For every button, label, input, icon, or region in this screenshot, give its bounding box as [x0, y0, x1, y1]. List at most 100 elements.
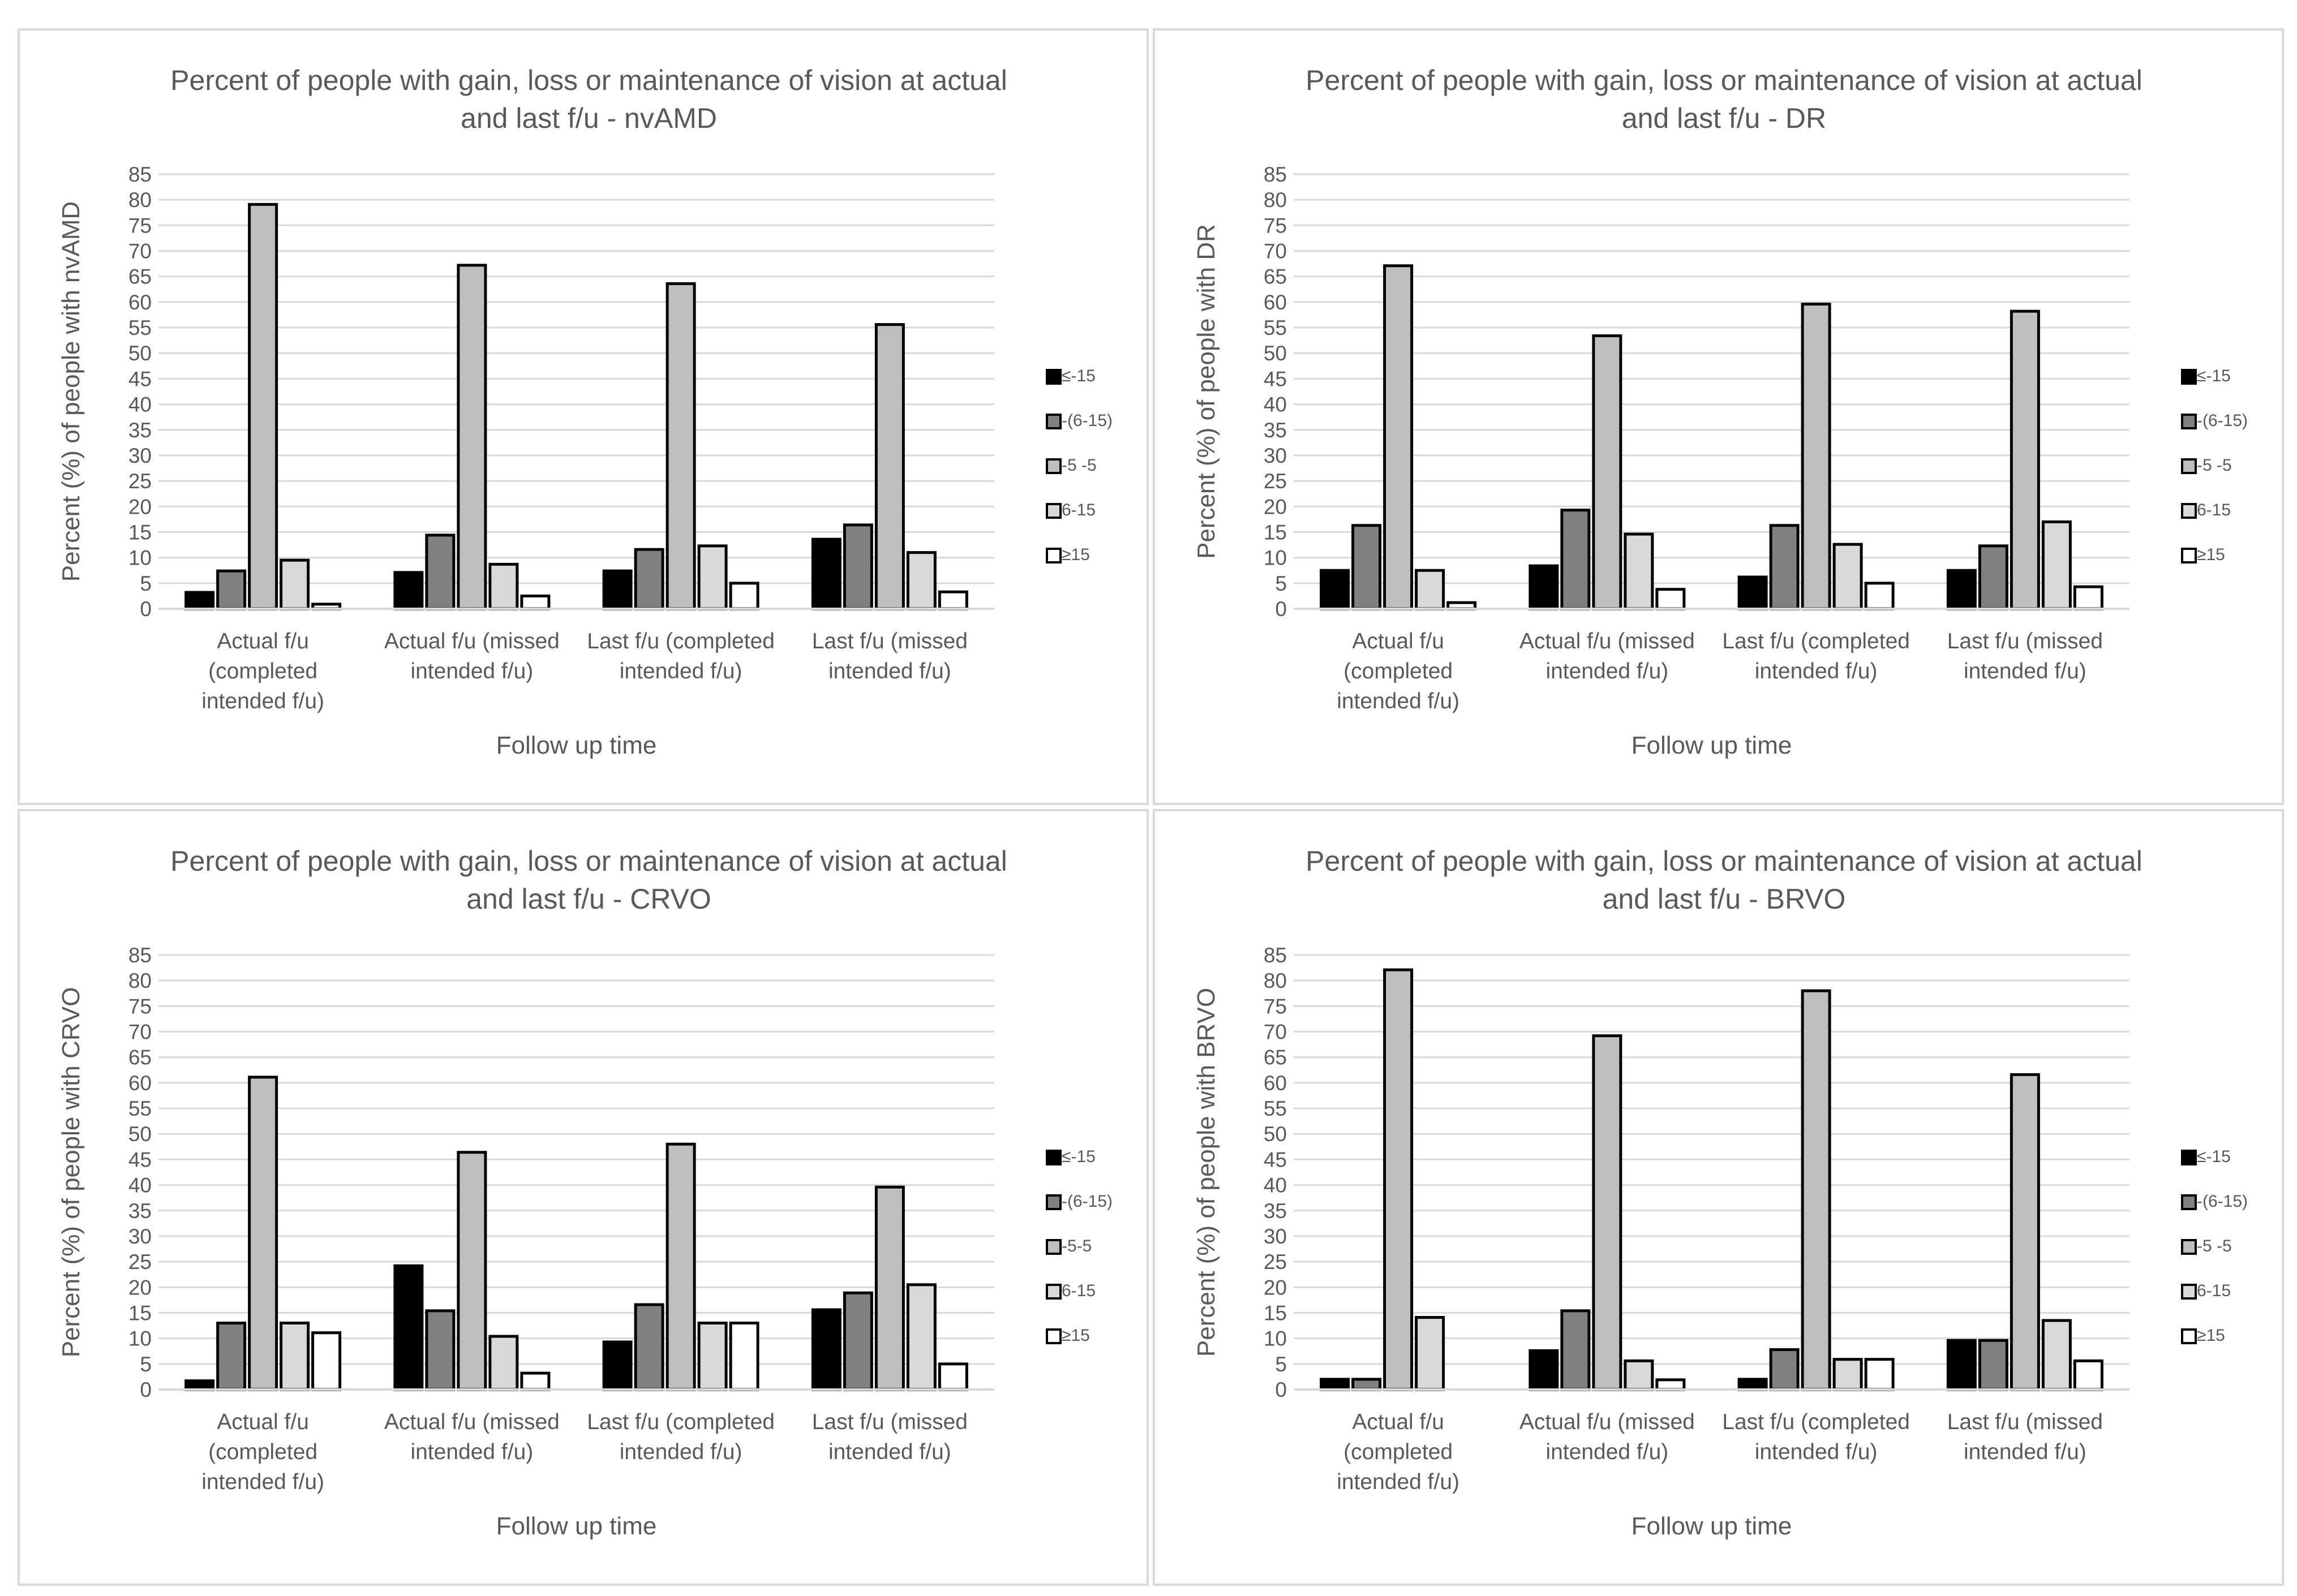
bar[interactable]: [938, 590, 968, 610]
bar[interactable]: [1415, 569, 1445, 610]
y-tick-label: 40: [128, 393, 152, 416]
bar[interactable]: [248, 1076, 278, 1391]
bar[interactable]: [248, 203, 278, 610]
bar[interactable]: [280, 558, 310, 610]
bar[interactable]: [1320, 569, 1350, 610]
legend-entry[interactable]: ≥15: [2181, 1326, 2225, 1345]
bar[interactable]: [2073, 585, 2103, 610]
bar[interactable]: [1832, 543, 1863, 610]
legend-entry[interactable]: -5 -5: [2181, 1237, 2232, 1255]
legend-entry[interactable]: ≥15: [1046, 545, 1090, 564]
bar[interactable]: [1655, 588, 1686, 610]
bar[interactable]: [666, 282, 696, 610]
legend-entry[interactable]: -5 -5: [2181, 456, 2232, 475]
bar[interactable]: [666, 1142, 696, 1391]
legend-entry[interactable]: 6-15: [2181, 1281, 2231, 1300]
bar[interactable]: [1592, 1034, 1622, 1391]
bar[interactable]: [1383, 264, 1414, 610]
bar[interactable]: [1351, 1378, 1382, 1391]
legend-entry[interactable]: ≥15: [2181, 545, 2225, 564]
legend-entry[interactable]: ≤-15: [2181, 367, 2231, 385]
legend-entry[interactable]: ≥15: [1046, 1326, 1090, 1345]
legend-entry[interactable]: -(6-15): [2181, 411, 2248, 430]
bar[interactable]: [184, 1379, 215, 1391]
bar[interactable]: [2073, 1359, 2103, 1391]
bar[interactable]: [1560, 509, 1591, 610]
bar[interactable]: [1769, 524, 1800, 610]
bar[interactable]: [1946, 569, 1977, 610]
legend-entry[interactable]: ≤-15: [1046, 1147, 1096, 1166]
bar[interactable]: [2041, 520, 2072, 610]
bar[interactable]: [1801, 989, 1831, 1391]
bar[interactable]: [1624, 532, 1654, 610]
bar[interactable]: [602, 569, 633, 610]
bar[interactable]: [2010, 1073, 2040, 1391]
bar[interactable]: [2041, 1319, 2072, 1391]
bar[interactable]: [280, 1322, 310, 1391]
bar[interactable]: [874, 323, 905, 610]
bar[interactable]: [1864, 582, 1895, 610]
legend-entry[interactable]: 6-15: [2181, 501, 2231, 519]
bar[interactable]: [1624, 1359, 1654, 1391]
bar[interactable]: [2010, 309, 2040, 610]
bar[interactable]: [1415, 1316, 1445, 1391]
bar[interactable]: [1737, 1378, 1768, 1391]
bar[interactable]: [216, 569, 247, 610]
bar[interactable]: [425, 1309, 456, 1391]
bar[interactable]: [1769, 1348, 1800, 1391]
bar[interactable]: [602, 1340, 633, 1391]
bar[interactable]: [1864, 1358, 1895, 1391]
bar[interactable]: [1592, 334, 1622, 610]
bar[interactable]: [1529, 564, 1559, 610]
legend-entry[interactable]: -(6-15): [1046, 411, 1113, 430]
legend-entry[interactable]: -5 -5: [1046, 456, 1097, 475]
chart-svg: Percent of people with gain, loss or mai…: [1192, 845, 2248, 1540]
bar[interactable]: [938, 1362, 968, 1391]
bar[interactable]: [729, 582, 759, 610]
y-tick-label: 20: [128, 1276, 152, 1299]
legend-entry[interactable]: -(6-15): [1046, 1192, 1113, 1211]
bar[interactable]: [184, 591, 215, 610]
bar[interactable]: [811, 1308, 841, 1391]
bar[interactable]: [1351, 524, 1382, 610]
bar[interactable]: [425, 534, 456, 610]
bar[interactable]: [906, 551, 937, 610]
bar[interactable]: [906, 1283, 937, 1391]
bar[interactable]: [457, 264, 487, 610]
bar[interactable]: [843, 1291, 873, 1391]
bar[interactable]: [634, 548, 664, 610]
bar[interactable]: [1737, 575, 1768, 610]
bar[interactable]: [811, 537, 841, 610]
bar[interactable]: [1978, 544, 2008, 610]
bar[interactable]: [216, 1322, 247, 1391]
bar[interactable]: [1383, 968, 1414, 1391]
bar[interactable]: [874, 1185, 905, 1391]
bar[interactable]: [697, 1322, 728, 1391]
bar[interactable]: [488, 562, 519, 610]
bar[interactable]: [1655, 1378, 1686, 1391]
bar[interactable]: [311, 1331, 342, 1391]
bar[interactable]: [1978, 1339, 2008, 1391]
bar[interactable]: [1529, 1349, 1559, 1391]
bar[interactable]: [729, 1322, 759, 1391]
legend-entry[interactable]: 6-15: [1046, 501, 1096, 519]
bar[interactable]: [843, 523, 873, 610]
legend-entry[interactable]: 6-15: [1046, 1281, 1096, 1300]
legend-entry[interactable]: ≤-15: [1046, 367, 1096, 385]
legend-entry[interactable]: -(6-15): [2181, 1192, 2248, 1211]
bar[interactable]: [1946, 1339, 1977, 1391]
bar[interactable]: [520, 594, 551, 610]
bar[interactable]: [393, 1264, 424, 1391]
bar[interactable]: [1832, 1358, 1863, 1391]
bar[interactable]: [1560, 1309, 1591, 1391]
bar[interactable]: [697, 544, 728, 610]
bar[interactable]: [1320, 1378, 1350, 1391]
legend-entry[interactable]: ≤-15: [2181, 1147, 2231, 1166]
bar[interactable]: [634, 1303, 664, 1391]
bar[interactable]: [457, 1151, 487, 1391]
bar[interactable]: [520, 1371, 551, 1391]
legend-entry[interactable]: -5-5: [1046, 1237, 1092, 1255]
bar[interactable]: [393, 571, 424, 610]
bar[interactable]: [1801, 302, 1831, 610]
bar[interactable]: [488, 1335, 519, 1391]
